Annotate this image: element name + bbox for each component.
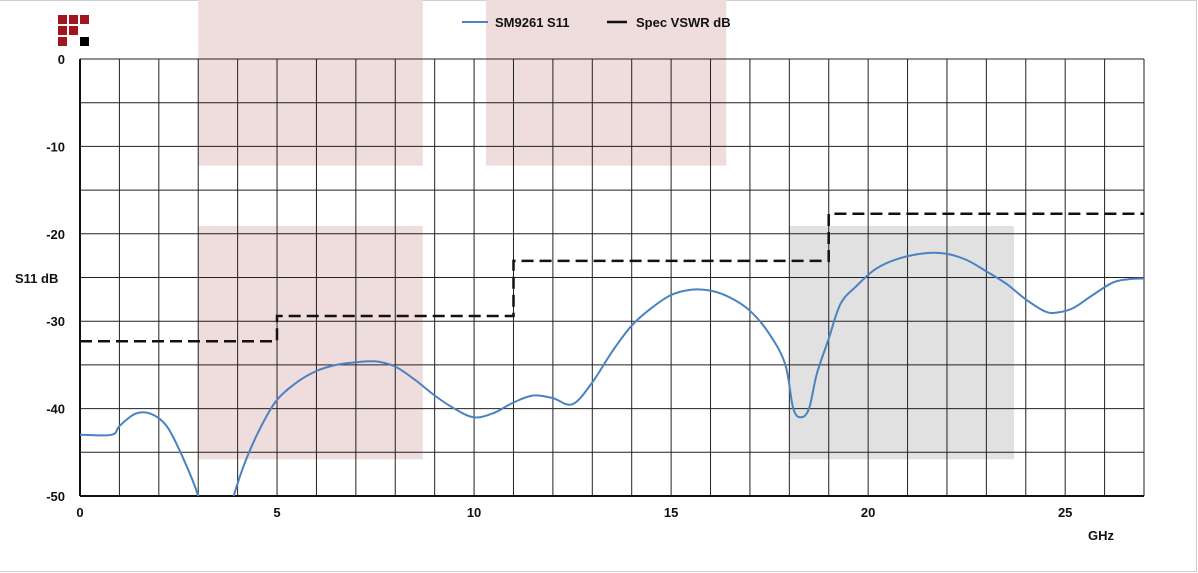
company-logo — [58, 15, 89, 46]
shaded-region-1 — [485, 0, 727, 166]
y-tick-label: -40 — [46, 402, 65, 417]
logo-square — [58, 26, 67, 35]
y-axis-label: S11 dB — [15, 271, 58, 286]
logo-square — [69, 26, 78, 35]
y-tick-label: -30 — [46, 314, 65, 329]
x-tick-label: 15 — [664, 505, 678, 520]
tick-labels: 0 5 10 15 20 25 0 -10 -20 -30 -40 -50 — [46, 52, 1072, 520]
shaded-region-3 — [789, 225, 1014, 460]
series-lines — [80, 212, 1144, 496]
x-tick-label: 20 — [861, 505, 875, 520]
x-tick-label: 25 — [1058, 505, 1072, 520]
logo-square — [58, 37, 67, 46]
logo-square — [58, 15, 67, 24]
logo-square — [80, 15, 89, 24]
y-tick-label: -20 — [46, 227, 65, 242]
x-tick-label: 10 — [467, 505, 481, 520]
plot-grid — [79, 58, 1145, 497]
logo-square — [69, 15, 78, 24]
logo-square — [80, 37, 89, 46]
legend: SM9261 S11 Spec VSWR dB — [462, 15, 731, 30]
y-tick-label: -50 — [46, 489, 65, 504]
y-tick-label: 0 — [58, 52, 65, 67]
series-line-spec-vswr — [80, 212, 1144, 343]
shaded-regions — [198, 0, 1014, 460]
shaded-region-0 — [198, 0, 423, 166]
y-tick-label: -10 — [46, 139, 65, 154]
legend-label-sm9261: SM9261 S11 — [495, 15, 569, 30]
series-line-sm9261 — [80, 251, 1144, 496]
x-axis-label: GHz — [1088, 528, 1115, 543]
shaded-region-2 — [198, 225, 423, 460]
x-tick-label: 5 — [273, 505, 280, 520]
legend-label-spec: Spec VSWR dB — [636, 15, 731, 30]
x-tick-label: 0 — [76, 505, 83, 520]
